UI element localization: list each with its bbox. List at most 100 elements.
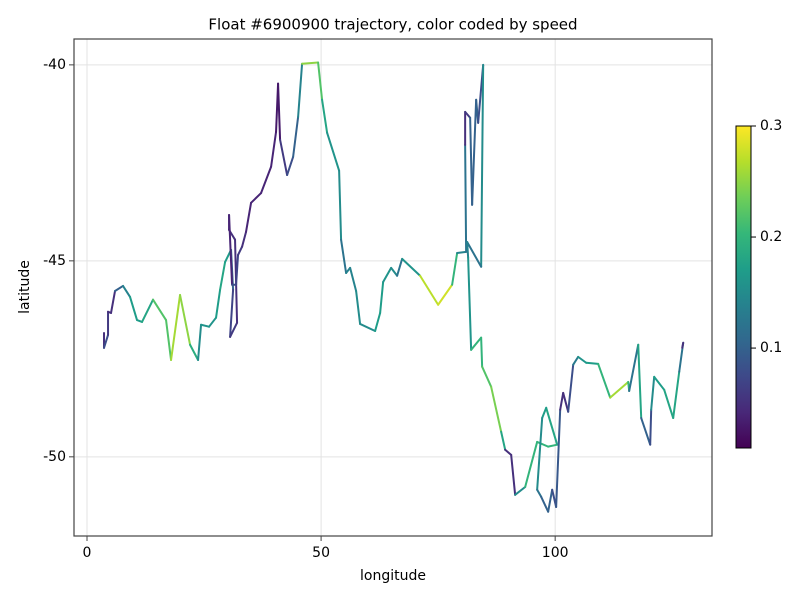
trajectory-segment — [141, 298, 155, 323]
y-axis-label: latitude — [17, 260, 33, 314]
trajectory-segment — [219, 261, 227, 291]
trajectory-segment — [110, 290, 117, 314]
colorbar-tick-label: 0.2 — [760, 229, 782, 245]
trajectory-segment — [471, 98, 478, 206]
trajectory-segment — [547, 488, 554, 513]
trajectory-segment — [355, 290, 362, 325]
trajectory-segment — [340, 238, 348, 274]
trajectory-segment — [504, 448, 513, 456]
colorbar — [735, 125, 752, 449]
trajectory-segment — [321, 98, 329, 134]
trajectory-segment — [379, 281, 385, 314]
trajectory-segment — [559, 391, 565, 411]
trajectory-segment — [536, 488, 543, 498]
y-tick-label: -40 — [43, 57, 66, 73]
trajectory-segment — [585, 361, 600, 365]
trajectory-segment — [179, 293, 192, 346]
x-axis-label: longitude — [360, 568, 426, 584]
y-tick-label: -50 — [43, 449, 66, 465]
trajectory-segment — [597, 362, 612, 399]
trajectory-segment — [103, 333, 110, 349]
y-tick-label: -45 — [43, 253, 66, 269]
trajectory-segment — [567, 363, 575, 413]
trajectory-segment — [663, 388, 675, 420]
trajectory-segment — [577, 355, 588, 364]
trajectory-segment — [260, 165, 273, 195]
trajectory-segment — [292, 115, 300, 158]
trajectory-segment — [419, 274, 440, 306]
trajectory-segment — [653, 375, 666, 391]
trajectory-segment — [152, 298, 168, 322]
trajectory-segment — [437, 283, 454, 306]
trajectory-segment — [165, 319, 173, 362]
trajectory-segment — [241, 230, 248, 248]
trajectory-segment — [215, 288, 222, 319]
trajectory-segment — [500, 430, 507, 451]
trajectory-segment — [481, 365, 493, 388]
trajectory-segment — [237, 245, 244, 256]
trajectory-segment — [541, 406, 548, 420]
trajectory-segment — [297, 62, 304, 118]
trajectory-segment — [277, 82, 282, 141]
trajectory-segment — [464, 143, 468, 253]
trajectory-segment — [456, 250, 468, 255]
trajectory-segment — [245, 201, 253, 233]
trajectory-segment — [270, 130, 278, 168]
trajectory-segment — [359, 322, 377, 333]
trajectory-segment — [382, 266, 393, 284]
x-tick-label: 0 — [83, 545, 92, 561]
grid — [74, 39, 712, 536]
trajectory-segment — [545, 406, 559, 446]
colorbar-tick-label: 0.3 — [760, 118, 782, 134]
trajectory-segment — [649, 408, 653, 446]
trajectory-segment — [514, 486, 527, 496]
trajectory-segment — [609, 380, 630, 399]
trajectory-segment — [189, 343, 200, 362]
trajectory-segment — [229, 288, 235, 338]
trajectory-segment — [540, 495, 550, 513]
trajectory-segment — [672, 370, 681, 420]
trajectory-segment — [510, 453, 517, 496]
trajectory-segment — [396, 257, 404, 277]
trajectory-segment — [250, 192, 263, 204]
trajectory-segment — [390, 266, 399, 277]
trajectory-segment — [451, 252, 459, 286]
colorbar-tick-label: 0.1 — [760, 340, 782, 356]
trajectory-segment — [338, 169, 343, 241]
trajectory-segment — [326, 131, 341, 172]
x-tick-label: 100 — [542, 545, 569, 561]
trajectory-segment — [349, 266, 358, 293]
trajectory-segment — [228, 213, 234, 286]
plot-frame — [73, 38, 713, 537]
trajectory-segment — [197, 323, 203, 362]
trajectory-segment — [279, 138, 289, 177]
trajectory-segment — [286, 155, 295, 177]
x-tick-label: 50 — [312, 545, 330, 561]
trajectory-segment — [480, 63, 485, 268]
trajectory-segment — [235, 253, 240, 286]
trajectory-segment — [401, 257, 422, 277]
trajectory-segment — [466, 241, 470, 259]
trajectory-segment — [470, 336, 483, 351]
trajectory-segment — [374, 311, 382, 333]
trajectory-segment — [301, 61, 320, 65]
trajectory-segment — [200, 323, 211, 328]
trajectory-segment — [229, 321, 239, 338]
trajectory-segment — [650, 375, 656, 411]
trajectory-segment — [129, 295, 139, 322]
trajectory-segment — [562, 391, 570, 413]
trajectory — [103, 61, 685, 513]
trajectory-segment — [637, 343, 643, 420]
trajectory-segment — [681, 341, 685, 349]
trajectory-segment — [317, 61, 324, 101]
trajectory-segment — [490, 385, 503, 433]
trajectory-segment — [467, 256, 473, 351]
trajectory-segment — [466, 241, 483, 268]
trajectory-segment — [170, 293, 182, 362]
trajectory-segment — [555, 408, 562, 508]
trajectory-segment — [524, 440, 539, 489]
trajectory-segment — [122, 284, 132, 298]
trajectory-segment — [628, 343, 640, 392]
trajectory-segment — [464, 110, 472, 119]
